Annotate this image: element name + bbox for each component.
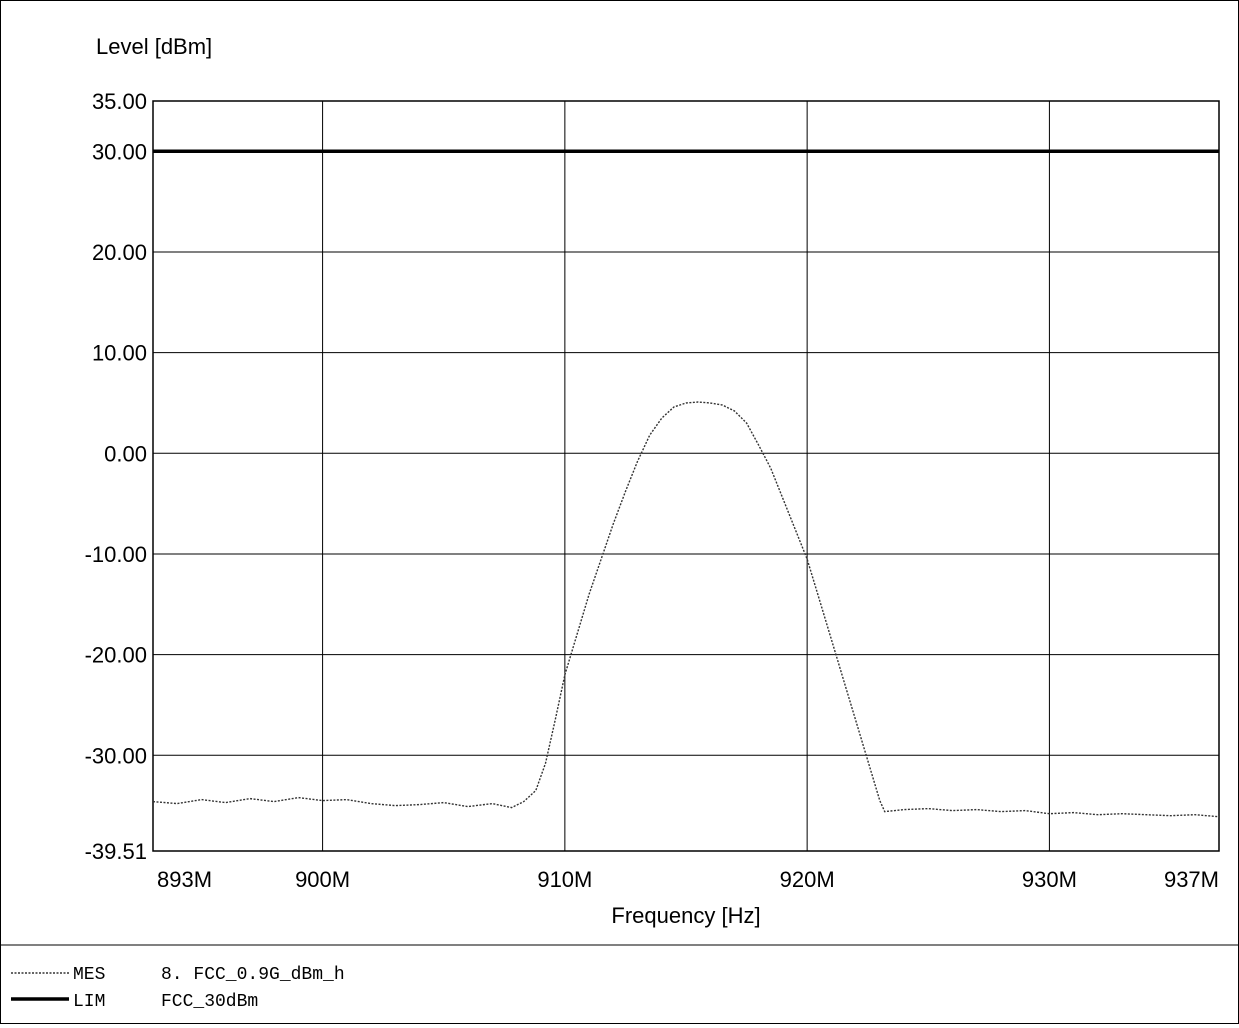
y-axis-label: Level [dBm] [96,34,212,59]
y-tick-labels: 35.00 30.00 20.00 10.00 0.00 -10.00 -20.00 -30.… [85,89,147,864]
y-tick-label: 0.00 [104,441,147,466]
x-tick-label: 920M [780,867,835,892]
x-tick-label: 937M [1164,867,1219,892]
y-tick-label: -10.00 [85,542,147,567]
y-tick-label: -20.00 [85,643,147,668]
x-tick-label: 900M [295,867,350,892]
y-tick-label: -39.51 [85,839,147,864]
x-axis-label: Frequency [Hz] [611,903,760,928]
legend-mes-name: MES [73,965,105,985]
y-tick-label: 10.00 [92,341,147,366]
x-tick-label: 930M [1022,867,1077,892]
y-tick-label: -30.00 [85,743,147,768]
y-tick-label: 20.00 [92,240,147,265]
y-tick-label: 35.00 [92,89,147,114]
series-mes-line [152,401,1220,818]
grid-lines [153,101,1219,851]
legend: MES 8. FCC_0.9G_dBm_h LIM FCC_30dBm [11,965,345,1012]
legend-mes-description: 8. FCC_0.9G_dBm_h [161,965,345,985]
plot-area [152,100,1220,852]
legend-lim-name: LIM [73,992,105,1012]
x-tick-labels: 893M 900M 910M 920M 930M 937M [157,867,1219,892]
legend-lim-description: FCC_30dBm [161,992,258,1012]
x-tick-label: 893M [157,867,212,892]
x-tick-label: 910M [537,867,592,892]
y-tick-label: 30.00 [92,139,147,164]
